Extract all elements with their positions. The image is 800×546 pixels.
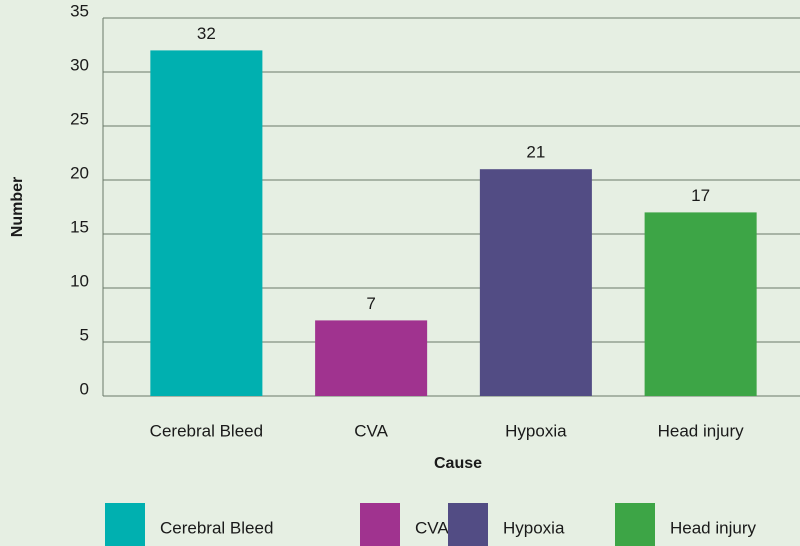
x-tick-label: Cerebral Bleed: [150, 421, 263, 440]
x-tick-label: Head injury: [658, 421, 744, 440]
data-label: 17: [691, 186, 710, 205]
bar: [644, 212, 757, 396]
y-axis-title: Number: [9, 177, 26, 237]
legend-swatch: [105, 503, 145, 546]
y-tick-label: 25: [70, 109, 89, 128]
data-label: 21: [526, 143, 545, 162]
data-label: 7: [366, 294, 375, 313]
legend-label: Cerebral Bleed: [160, 518, 273, 537]
x-tick-label: Hypoxia: [505, 421, 567, 440]
y-tick-label: 15: [70, 217, 89, 236]
bar: [479, 169, 592, 396]
x-tick-label: CVA: [354, 421, 388, 440]
bar: [150, 50, 263, 397]
data-label: 32: [197, 24, 216, 43]
legend-swatch: [448, 503, 488, 546]
y-tick-label: 10: [70, 271, 89, 290]
y-tick-label: 0: [80, 379, 89, 398]
legend-label: CVA: [415, 518, 449, 537]
y-tick-label: 5: [80, 325, 89, 344]
bar: [315, 320, 428, 396]
legend-label: Hypoxia: [503, 518, 565, 537]
y-tick-label: 30: [70, 55, 89, 74]
y-tick-label: 20: [70, 163, 89, 182]
x-axis-title: Cause: [434, 455, 482, 472]
legend-swatch: [615, 503, 655, 546]
y-tick-label: 35: [70, 1, 89, 20]
legend-swatch: [360, 503, 400, 546]
legend-label: Head injury: [670, 518, 756, 537]
